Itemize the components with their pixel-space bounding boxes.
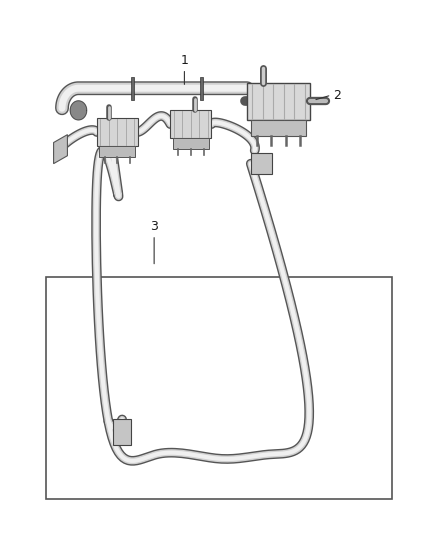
FancyBboxPatch shape	[170, 110, 212, 138]
Polygon shape	[70, 101, 87, 120]
FancyBboxPatch shape	[247, 83, 310, 120]
Text: 3: 3	[150, 220, 158, 233]
Text: 2: 2	[333, 88, 341, 102]
FancyBboxPatch shape	[99, 146, 135, 157]
FancyBboxPatch shape	[251, 153, 272, 174]
Bar	[131, 77, 134, 100]
FancyBboxPatch shape	[173, 138, 209, 149]
Bar	[200, 77, 203, 100]
FancyBboxPatch shape	[251, 120, 306, 136]
Text: 1: 1	[180, 54, 188, 67]
FancyBboxPatch shape	[97, 118, 138, 146]
FancyBboxPatch shape	[113, 419, 131, 445]
Polygon shape	[53, 135, 67, 164]
Bar	[46, 277, 392, 498]
